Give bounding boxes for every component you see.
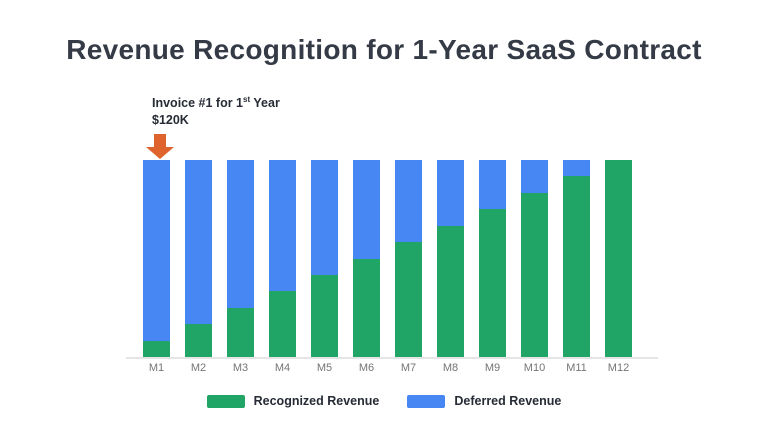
x-axis-baseline — [126, 357, 658, 359]
recognized-segment-M8 — [437, 225, 464, 357]
deferred-segment-M9 — [479, 160, 506, 210]
deferred-segment-M10 — [521, 160, 548, 193]
deferred-segment-M3 — [227, 160, 254, 308]
deferred-segment-M11 — [563, 160, 590, 177]
x-axis-label-M11: M11 — [566, 362, 587, 374]
x-axis-label-M12: M12 — [607, 362, 630, 374]
chart-title: Revenue Recognition for 1-Year SaaS Cont… — [66, 34, 702, 65]
bar-M4 — [269, 160, 296, 357]
deferred-segment-M5 — [311, 160, 338, 275]
bar-M6 — [353, 160, 380, 357]
deferred-segment-M2 — [185, 160, 212, 325]
x-axis-label-M10: M10 — [523, 362, 546, 374]
recognized-revenue-swatch — [206, 394, 245, 408]
legend: Recognized Revenue Deferred Revenue — [0, 394, 768, 408]
x-axis-label-M8: M8 — [442, 362, 459, 374]
deferred-segment-M6 — [353, 160, 380, 259]
invoice-annotation-amount: $120K — [152, 112, 189, 127]
bar-M3 — [227, 160, 254, 357]
x-axis-label-M9: M9 — [484, 362, 501, 374]
bar-M10 — [521, 160, 548, 357]
bar-M9 — [479, 160, 506, 357]
x-axis-label-M6: M6 — [358, 362, 375, 374]
legend-item-recognized: Recognized Revenue — [206, 394, 380, 408]
bar-M5 — [311, 160, 338, 357]
recognized-segment-M10 — [521, 192, 548, 357]
down-arrow-head — [146, 147, 174, 159]
recognized-segment-M11 — [563, 176, 590, 357]
bar-M2 — [185, 160, 212, 357]
bar-M12 — [605, 160, 632, 357]
x-axis-labels: M1 M2 M3 M4 M5 M6 M7 M8 M9 M10 M11 M12 — [143, 362, 632, 374]
bar-M1 — [143, 160, 170, 357]
recognized-segment-M3 — [227, 307, 254, 357]
deferred-segment-M1 — [143, 160, 170, 341]
down-arrow-stem — [154, 134, 166, 147]
deferred-segment-M4 — [269, 160, 296, 292]
ordinal-superscript: st — [243, 94, 251, 104]
x-axis-label-M5: M5 — [316, 362, 333, 374]
x-axis-label-M7: M7 — [400, 362, 417, 374]
deferred-segment-M8 — [437, 160, 464, 226]
deferred-segment-M7 — [395, 160, 422, 243]
x-axis-label-M2: M2 — [190, 362, 207, 374]
invoice-annotation-line1: Invoice #1 for 1st Year — [152, 94, 280, 110]
invoice-annotation: Invoice #1 for 1st Year $120K — [152, 95, 280, 129]
bar-chart — [143, 160, 632, 357]
recognized-segment-M4 — [269, 291, 296, 357]
bar-M7 — [395, 160, 422, 357]
recognized-segment-M6 — [353, 258, 380, 357]
recognized-segment-M7 — [395, 242, 422, 357]
bar-M8 — [437, 160, 464, 357]
recognized-segment-M1 — [143, 340, 170, 357]
down-arrow-icon — [146, 134, 174, 159]
recognized-segment-M12 — [605, 160, 632, 357]
recognized-segment-M9 — [479, 209, 506, 357]
x-axis-label-M4: M4 — [274, 362, 291, 374]
deferred-revenue-label: Deferred Revenue — [454, 394, 562, 408]
x-axis-label-M1: M1 — [148, 362, 165, 374]
legend-item-deferred: Deferred Revenue — [407, 394, 561, 408]
bar-M11 — [563, 160, 590, 357]
recognized-revenue-label: Recognized Revenue — [253, 394, 380, 408]
x-axis-label-M3: M3 — [232, 362, 249, 374]
recognized-segment-M5 — [311, 274, 338, 357]
recognized-segment-M2 — [185, 324, 212, 357]
deferred-revenue-swatch — [407, 394, 446, 408]
